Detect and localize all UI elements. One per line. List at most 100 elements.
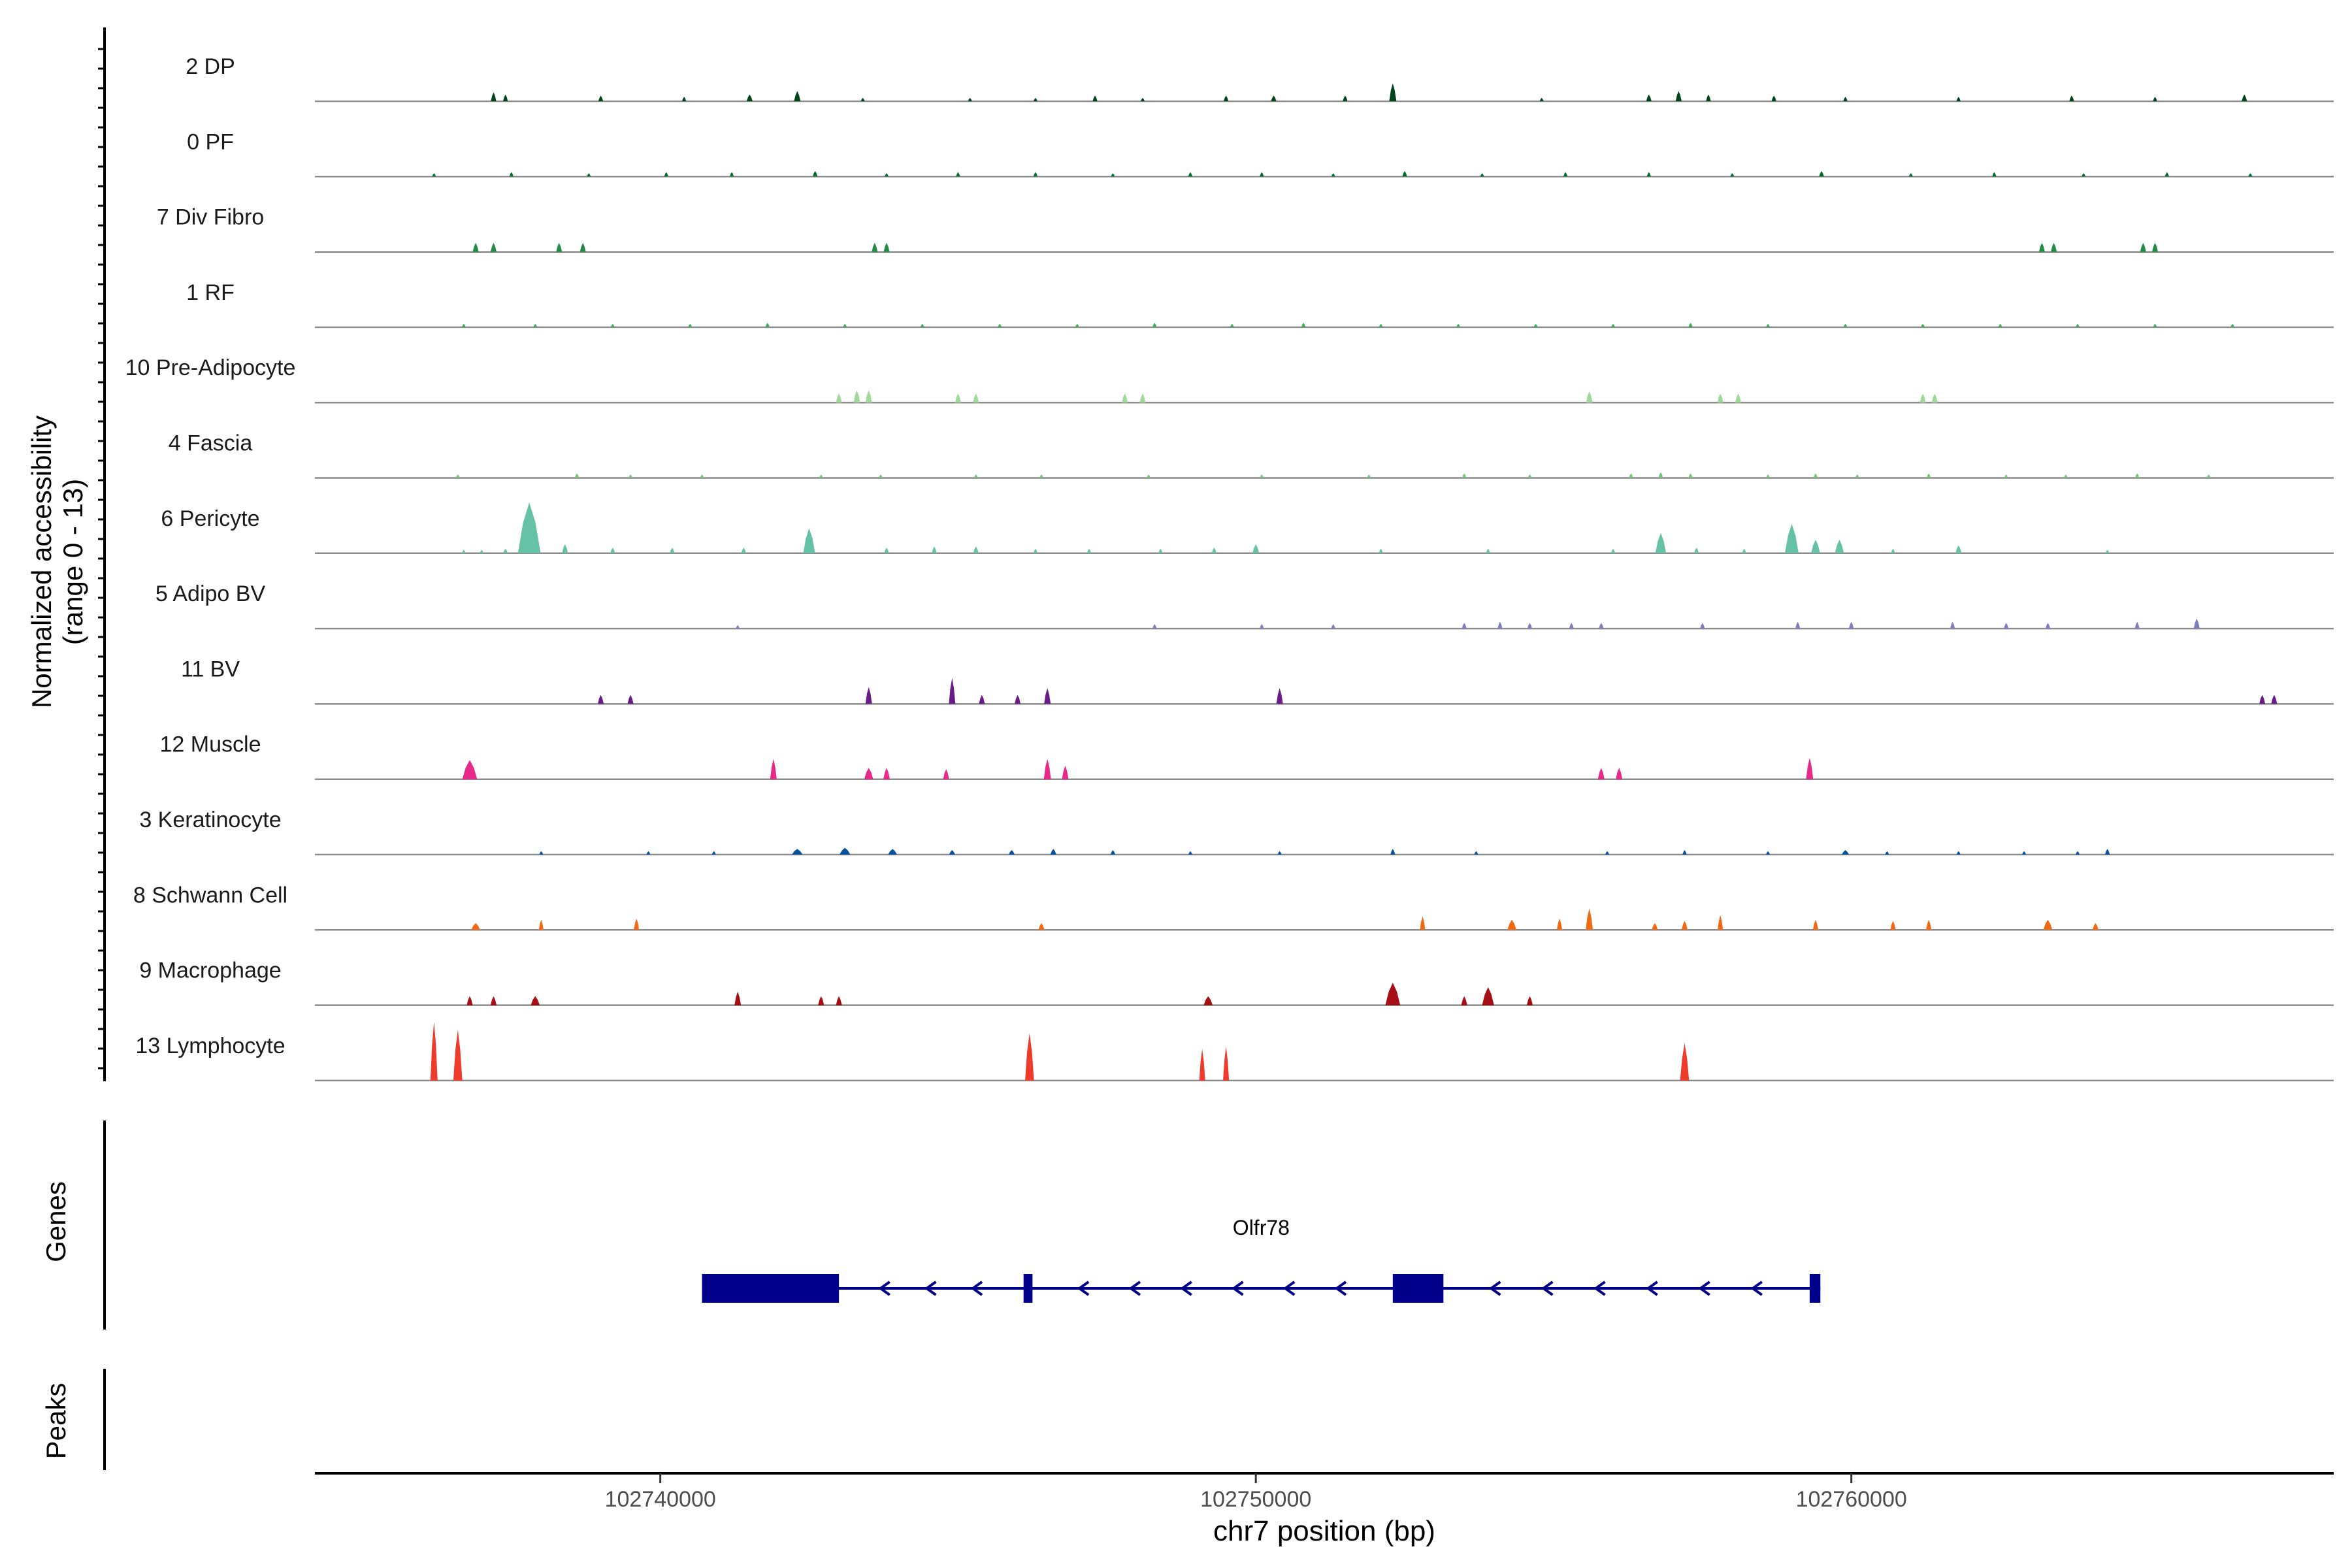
coverage-peak xyxy=(1507,919,1516,930)
coverage-peak xyxy=(1688,323,1693,327)
track-10-pre-adipocyte: 10 Pre-Adipocyte xyxy=(125,355,2334,404)
coverage-peak xyxy=(2140,242,2146,252)
coverage-peak xyxy=(1885,851,1889,855)
coverage-peak xyxy=(670,547,675,553)
coverage-peak xyxy=(1629,473,1633,478)
coverage-peak xyxy=(490,996,497,1005)
coverage-peak xyxy=(819,474,823,478)
coverage-peak xyxy=(1203,996,1213,1005)
coverage-peak xyxy=(803,528,815,553)
coverage-peak xyxy=(1038,923,1045,930)
coverage-peak xyxy=(998,323,1002,327)
coverage-peak xyxy=(973,393,979,403)
coverage-peak xyxy=(1230,323,1234,327)
coverage-peak xyxy=(1260,172,1264,177)
coverage-peak xyxy=(1152,323,1157,327)
coverage-peak xyxy=(1402,171,1407,177)
coverage-peak xyxy=(2271,694,2278,704)
coverage-peak xyxy=(1385,983,1401,1005)
coverage-peak xyxy=(587,173,591,177)
coverage-peak xyxy=(853,390,860,403)
coverage-peak xyxy=(664,172,668,177)
coverage-peak xyxy=(1223,1047,1230,1081)
coverage-peak xyxy=(1849,621,1854,629)
gene-name-label: Olfr78 xyxy=(1233,1216,1290,1239)
coverage-peak xyxy=(734,991,742,1005)
coverage-peak xyxy=(1605,851,1609,855)
y-axis-label-range: (range 0 - 13) xyxy=(57,479,88,645)
track-9-macrophage: 9 Macrophage xyxy=(139,958,2334,1006)
coverage-peak xyxy=(1766,474,1771,478)
strand-arrow xyxy=(1180,1281,1192,1296)
strand-arrow xyxy=(1282,1281,1296,1296)
coverage-peak xyxy=(888,849,897,855)
coverage-peak xyxy=(1331,173,1335,177)
peaks-label: Peaks xyxy=(41,1383,71,1460)
coverage-peak xyxy=(1122,393,1128,403)
coverage-peak xyxy=(746,94,753,101)
coverage-peak xyxy=(1389,83,1397,101)
coverage-peak xyxy=(688,323,693,327)
coverage-peak xyxy=(1890,921,1896,930)
coverage-peak xyxy=(1682,850,1687,855)
coverage-peak xyxy=(1556,919,1563,930)
coverage-peak xyxy=(872,242,878,252)
coverage-peak xyxy=(471,923,480,930)
coverage-peak xyxy=(1456,323,1461,327)
coverage-peak xyxy=(955,393,961,403)
track-label: 6 Pericyte xyxy=(161,506,259,531)
gene-exon xyxy=(1023,1274,1033,1303)
coverage-peak xyxy=(865,687,872,704)
coverage-peak xyxy=(1718,915,1723,930)
coverage-peak xyxy=(1700,623,1705,629)
coverage-peak xyxy=(943,769,949,779)
coverage-peak xyxy=(1039,474,1043,478)
coverage-peak xyxy=(681,97,687,101)
coverage-peak xyxy=(2105,549,2110,553)
coverage-peak xyxy=(1956,851,1961,855)
coverage-peak xyxy=(2134,621,2140,629)
coverage-peak xyxy=(1569,623,1574,629)
coverage-peak xyxy=(1260,474,1264,478)
coverage-peak xyxy=(1539,97,1544,101)
coverage-peak xyxy=(1730,173,1735,177)
coverage-peak xyxy=(1563,172,1568,177)
strand-arrow xyxy=(1541,1281,1554,1296)
coverage-peak xyxy=(792,849,803,855)
coverage-peak xyxy=(1843,97,1848,101)
coverage-peak xyxy=(1680,1043,1690,1081)
coverage-peak xyxy=(538,919,544,930)
x-axis-label: chr7 position (bp) xyxy=(1213,1515,1435,1547)
coverage-peak xyxy=(2230,323,2234,327)
track-label: 3 Keratinocyte xyxy=(139,808,281,832)
track-5-adipo-bv: 5 Adipo BV xyxy=(155,581,2334,630)
coverage-peak xyxy=(818,996,825,1005)
coverage-peak xyxy=(2076,323,2080,327)
coverage-peak xyxy=(1152,624,1157,629)
x-tick-label: 102750000 xyxy=(1200,1487,1311,1512)
coverage-peak xyxy=(1497,621,1503,629)
coverage-peak xyxy=(634,919,640,930)
coverage-peak xyxy=(1646,172,1651,177)
coverage-peak xyxy=(2038,242,2045,252)
coverage-peak xyxy=(1008,850,1015,855)
coverage-peak xyxy=(973,546,979,553)
coverage-peak xyxy=(1025,1033,1034,1081)
coverage-peak xyxy=(598,694,604,704)
coverage-peak xyxy=(736,625,740,629)
strand-arrow xyxy=(878,1281,890,1296)
coverage-peak xyxy=(973,474,978,478)
coverage-peak xyxy=(711,851,716,855)
x-tick-label: 102740000 xyxy=(605,1487,716,1512)
coverage-peak xyxy=(770,759,777,779)
coverage-peak xyxy=(1919,393,1926,403)
coverage-peak xyxy=(1141,97,1145,101)
coverage-peak xyxy=(539,851,544,855)
coverage-peak xyxy=(836,996,842,1005)
coverage-peak xyxy=(2193,618,2200,629)
gene-exon xyxy=(702,1274,840,1303)
coverage-peak xyxy=(1742,548,1746,553)
coverage-peak xyxy=(843,323,847,327)
coverage-peak xyxy=(1806,757,1814,779)
coverage-peak xyxy=(949,850,955,855)
